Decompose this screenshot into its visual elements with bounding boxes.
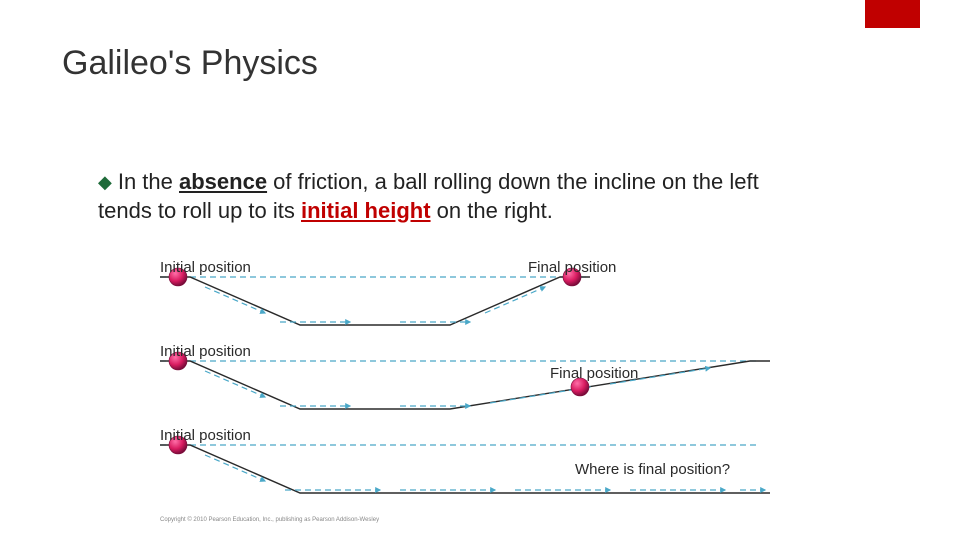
inclined-planes-diagram: Initial position Final position Initial po…: [150, 265, 770, 530]
diagram-label: Initial position: [160, 259, 251, 276]
bullet-text: ◆In the absence of friction, a ball roll…: [98, 168, 818, 225]
diagram-label: Where is final position?: [575, 461, 730, 478]
diagram-label: Initial position: [160, 427, 251, 444]
accent-bar: [865, 0, 920, 28]
diagram-label: Initial position: [160, 343, 251, 360]
diagram-label: Final position: [550, 365, 638, 382]
copyright-text: Copyright © 2010 Pearson Education, Inc.…: [160, 517, 379, 523]
slide-title: Galileo's Physics: [62, 44, 318, 83]
diamond-icon: ◆: [98, 172, 112, 192]
diagram-label: Final position: [528, 259, 616, 276]
